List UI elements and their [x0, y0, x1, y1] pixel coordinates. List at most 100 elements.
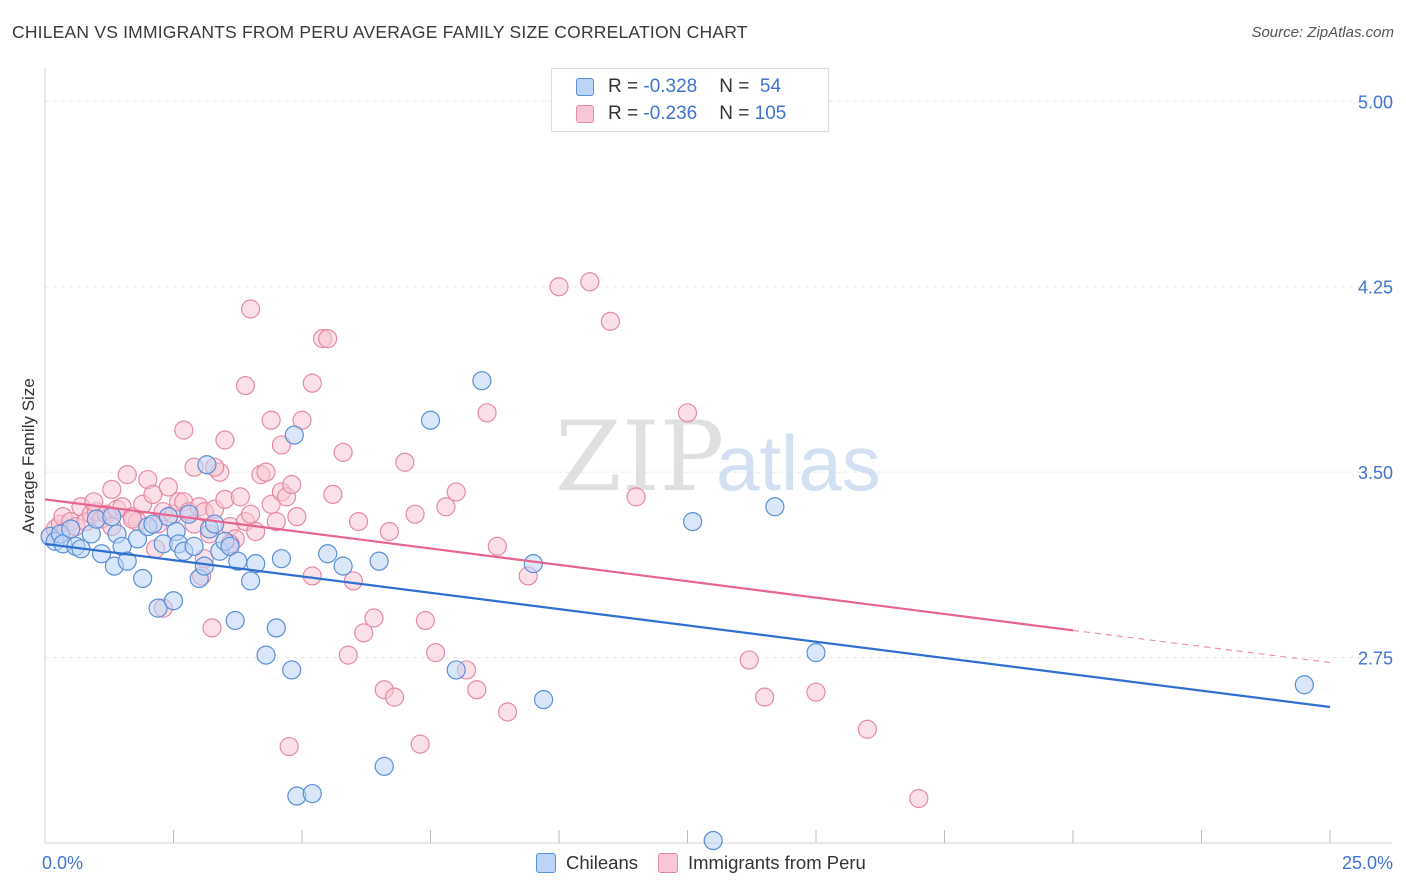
point-peru: [282, 474, 302, 495]
point-chilean: [683, 511, 703, 532]
point-peru: [261, 410, 281, 430]
point-peru: [600, 311, 621, 331]
point-peru: [857, 719, 878, 739]
point-peru: [384, 687, 405, 707]
point-peru: [158, 477, 178, 497]
series-chileans: [40, 371, 1314, 851]
point-chilean: [420, 410, 441, 430]
point-peru: [102, 479, 122, 500]
point-chilean: [765, 497, 785, 517]
point-peru: [323, 484, 343, 505]
stats-legend: R = -0.328 N = 54 R = -0.236 N = 105: [551, 68, 829, 132]
point-peru: [739, 650, 759, 670]
point-chilean: [117, 551, 137, 571]
legend-label-peru: Immigrants from Peru: [688, 852, 866, 873]
point-peru: [202, 618, 222, 638]
tick-labels: 2.75 3.50 4.25 5.00 0.0% 25.0%: [42, 92, 1393, 873]
point-chilean: [194, 556, 214, 576]
point-peru: [241, 504, 261, 524]
point-peru: [379, 521, 399, 542]
point-peru: [436, 497, 456, 517]
point-chilean: [284, 425, 304, 445]
point-chilean: [446, 660, 466, 680]
legend-swatch-peru: [658, 853, 678, 873]
point-chilean: [1294, 675, 1314, 695]
point-chilean: [184, 536, 204, 556]
point-peru: [364, 608, 384, 628]
point-peru: [405, 504, 425, 524]
point-peru: [292, 410, 312, 430]
legend-row-peru: R = -0.236 N = 105: [576, 102, 786, 126]
point-chilean: [333, 556, 353, 576]
point-peru: [487, 536, 507, 556]
point-peru: [754, 687, 775, 707]
point-peru: [261, 494, 281, 514]
point-chilean: [143, 514, 163, 534]
legend-row-chileans: R = -0.328 N = 54: [576, 75, 781, 99]
legend-item-peru[interactable]: Immigrants from Peru: [658, 852, 866, 874]
point-chilean: [369, 551, 389, 571]
x-tick-label: 25.0%: [1342, 853, 1393, 873]
y-tick-label: 4.25: [1358, 278, 1393, 298]
trend-lines: [44, 498, 1331, 709]
chart-title: CHILEAN VS IMMIGRANTS FROM PERU AVERAGE …: [12, 22, 748, 42]
point-chilean: [127, 529, 148, 549]
watermark: ZIP atlas: [555, 401, 881, 513]
point-chilean: [197, 455, 217, 475]
point-chilean: [246, 554, 266, 574]
point-peru: [235, 376, 256, 396]
legend-item-chileans[interactable]: Chileans: [536, 852, 638, 874]
trend-line-peru: [44, 498, 1074, 632]
x-tick-label: 0.0%: [42, 853, 83, 873]
point-chilean: [163, 591, 184, 611]
point-peru: [287, 507, 307, 527]
point-chilean: [533, 690, 554, 710]
point-peru: [806, 682, 826, 702]
point-chilean: [256, 645, 276, 665]
legend-swatch-chileans: [536, 853, 556, 873]
y-tick-label: 5.00: [1358, 92, 1393, 112]
point-peru: [477, 403, 497, 423]
legend-r-label: R =: [608, 103, 644, 124]
legend-n-label: N =: [719, 76, 755, 97]
point-peru: [318, 329, 338, 349]
point-chilean: [241, 571, 261, 591]
point-peru: [143, 484, 163, 505]
point-peru: [117, 465, 137, 485]
legend-n-value: 105: [754, 103, 787, 124]
legend-n-value: 54: [754, 76, 782, 97]
point-peru: [84, 492, 104, 512]
point-peru: [333, 442, 353, 462]
point-peru: [241, 299, 261, 319]
point-peru: [348, 511, 369, 532]
legend-r-value: -0.236: [643, 103, 698, 124]
point-peru: [230, 487, 250, 507]
point-chilean: [91, 544, 112, 564]
point-chilean: [374, 756, 394, 776]
point-peru: [338, 645, 358, 665]
point-peru: [467, 680, 487, 700]
point-peru: [174, 420, 194, 440]
series-legend: Chileans Immigrants from Peru: [536, 852, 886, 874]
point-peru: [677, 403, 698, 423]
legend-label-chileans: Chileans: [566, 852, 638, 873]
point-peru: [256, 462, 276, 482]
point-peru: [446, 482, 466, 502]
point-chilean: [61, 519, 81, 539]
watermark-atlas: atlas: [716, 419, 881, 507]
point-chilean: [282, 660, 302, 680]
y-axis-label: Average Family Size: [19, 378, 38, 534]
point-peru: [426, 643, 446, 663]
legend-swatch-blue: [576, 78, 594, 96]
point-chilean: [148, 598, 168, 618]
legend-n-label: N =: [719, 103, 755, 124]
point-chilean: [220, 536, 240, 556]
point-peru: [909, 788, 929, 809]
point-peru: [626, 487, 646, 507]
point-chilean: [271, 549, 292, 569]
point-peru: [549, 277, 569, 297]
point-chilean: [472, 371, 492, 391]
legend-swatch-pink: [576, 105, 594, 123]
point-peru: [415, 610, 435, 631]
